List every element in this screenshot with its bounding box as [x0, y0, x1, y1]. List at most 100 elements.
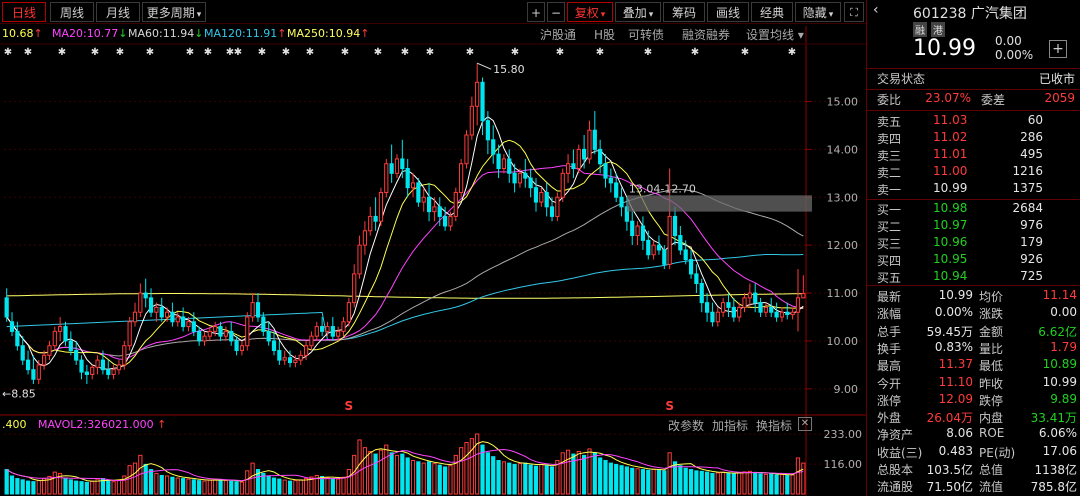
volume-bar: [159, 474, 164, 495]
volume-bar: [245, 470, 250, 495]
stat-row[interactable]: 最新 10.99 均价 11.14: [867, 288, 1080, 308]
kline-chart[interactable]: 15.00 14.00 13.00 12.00 11.00 10.00 9.00 233.00…: [0, 0, 866, 496]
candle-body: [683, 249, 688, 261]
stat-row[interactable]: 换手 0.83% 量比 1.79: [867, 340, 1080, 360]
volume-bar: [74, 480, 79, 495]
stat-row[interactable]: 涨幅 0.00% 涨跌 0.00: [867, 305, 1080, 325]
stat-label: 总值: [979, 463, 1004, 477]
order-price: 10.94: [933, 269, 968, 283]
tab-daily[interactable]: 日线: [2, 2, 46, 22]
stat-value: 11.37: [938, 357, 973, 372]
volume-bar: [47, 475, 52, 495]
order-row[interactable]: 买五 10.94 725: [867, 269, 1080, 289]
order-row[interactable]: 买三 10.96 179: [867, 235, 1080, 255]
volume-bar: [747, 470, 752, 495]
stat-row[interactable]: 流通股 71.50亿 流值 785.8亿: [867, 478, 1080, 496]
candle-body: [223, 330, 228, 337]
volume-bar: [303, 478, 309, 495]
order-volume: 1375: [1012, 181, 1043, 195]
candle-body: [710, 311, 715, 323]
volume-bar: [277, 478, 282, 495]
volume-bar: [469, 438, 474, 495]
stat-value: 1138亿: [1034, 463, 1077, 477]
candle-body: [271, 340, 277, 352]
order-row[interactable]: 卖二 11.00 1216: [867, 164, 1080, 184]
tab-more-periods[interactable]: 更多周期: [142, 2, 206, 22]
stat-row[interactable]: 收益(三) 0.483 PE(动) 17.06: [867, 444, 1080, 464]
chips-button[interactable]: 筹码: [663, 2, 705, 22]
add-indicator-link[interactable]: 加指标: [712, 419, 749, 433]
candle-body: [410, 182, 416, 189]
volume-bar: [608, 462, 613, 495]
candle-body: [170, 311, 175, 323]
candle-body: [523, 172, 528, 179]
collapse-icon[interactable]: ‹: [873, 2, 879, 18]
order-row[interactable]: 卖一 10.99 1375: [867, 181, 1080, 201]
stat-row[interactable]: 今开 11.10 昨收 10.99: [867, 375, 1080, 395]
order-row[interactable]: 卖三 11.01 495: [867, 147, 1080, 167]
candle-body: [325, 326, 330, 332]
expand-icon[interactable]: ⛶: [844, 2, 864, 22]
overlay-dropdown[interactable]: 叠加: [615, 2, 661, 22]
candle-body: [52, 330, 57, 347]
news-star-icon: ✱: [226, 47, 234, 58]
stock-header: 601238 广汽集团: [913, 3, 1027, 23]
stat-row[interactable]: 净资产 8.06 ROE 6.06%: [867, 426, 1080, 446]
candle-body: [159, 306, 164, 318]
classic-button[interactable]: 经典: [751, 2, 793, 22]
volume-bar: [715, 472, 720, 495]
order-row[interactable]: 买二 10.97 976: [867, 218, 1080, 238]
candle-body: [362, 230, 368, 246]
vol-ma5-line: [6, 441, 804, 482]
candle-body: [565, 163, 571, 174]
news-star-icon: ✱: [556, 47, 564, 58]
volume-bar: [191, 479, 196, 495]
candle-body: [148, 297, 154, 313]
candle-body: [576, 148, 581, 170]
price-axis-label: 13.00: [827, 191, 859, 204]
link-hshare[interactable]: H股: [594, 28, 616, 42]
candle-body: [491, 139, 496, 155]
stat-label: 收益(三): [877, 445, 923, 460]
order-row[interactable]: 卖五 11.03 60: [867, 113, 1080, 133]
close-icon[interactable]: ✕: [798, 417, 812, 431]
candle-body: [79, 359, 84, 373]
volume-bar: [587, 448, 592, 495]
signal-marker: S: [665, 399, 674, 413]
volume-bar: [90, 480, 95, 495]
volume-bar: [58, 472, 63, 495]
volume-bar: [491, 456, 496, 495]
link-convertible[interactable]: 可转债: [628, 28, 665, 42]
volume-bar: [437, 464, 442, 495]
stat-row[interactable]: 总手 59.45万 金额 6.62亿: [867, 323, 1080, 343]
volume-bar: [271, 477, 277, 495]
gap-label: 13.04-12.70: [629, 182, 696, 195]
price-axis-label: 14.00: [827, 143, 859, 156]
stat-row[interactable]: 涨停 12.09 跌停 9.89: [867, 392, 1080, 412]
quote-panel: ‹ 601238 广汽集团 融 港 10.99 0.00 0.00% + 交易状…: [866, 0, 1080, 496]
zoom-in-button[interactable]: +: [527, 2, 545, 22]
stat-row[interactable]: 总股本 103.5亿 总值 1138亿: [867, 461, 1080, 481]
volume-bar: [672, 461, 678, 495]
link-margin[interactable]: 融资融券: [682, 28, 731, 42]
tab-weekly[interactable]: 周线: [50, 2, 94, 22]
fuquan-dropdown[interactable]: 复权: [567, 2, 613, 22]
tab-monthly[interactable]: 月线: [96, 2, 140, 22]
edit-params-link[interactable]: 改参数: [668, 419, 705, 433]
draw-line-button[interactable]: 画线: [707, 2, 749, 22]
order-row[interactable]: 买一 10.98 2684: [867, 201, 1080, 221]
link-hugutong[interactable]: 沪股通: [540, 28, 577, 42]
stat-row[interactable]: 最高 11.37 最低 10.89: [867, 357, 1080, 377]
link-ma-settings[interactable]: 设置均线 ▾: [746, 28, 804, 42]
add-watchlist-icon[interactable]: +: [1049, 40, 1067, 58]
stat-row[interactable]: 外盘 26.04万 内盘 33.41万: [867, 409, 1080, 429]
volume-bar: [132, 462, 138, 495]
volume-bar: [314, 474, 319, 495]
zoom-out-button[interactable]: −: [547, 2, 565, 22]
switch-indicator-link[interactable]: 换指标: [756, 419, 793, 433]
hide-dropdown[interactable]: 隐藏: [795, 2, 841, 22]
order-row[interactable]: 买四 10.95 926: [867, 252, 1080, 272]
candle-body: [517, 172, 523, 184]
price-axis-label: 11.00: [827, 287, 859, 300]
order-row[interactable]: 卖四 11.02 286: [867, 130, 1080, 150]
